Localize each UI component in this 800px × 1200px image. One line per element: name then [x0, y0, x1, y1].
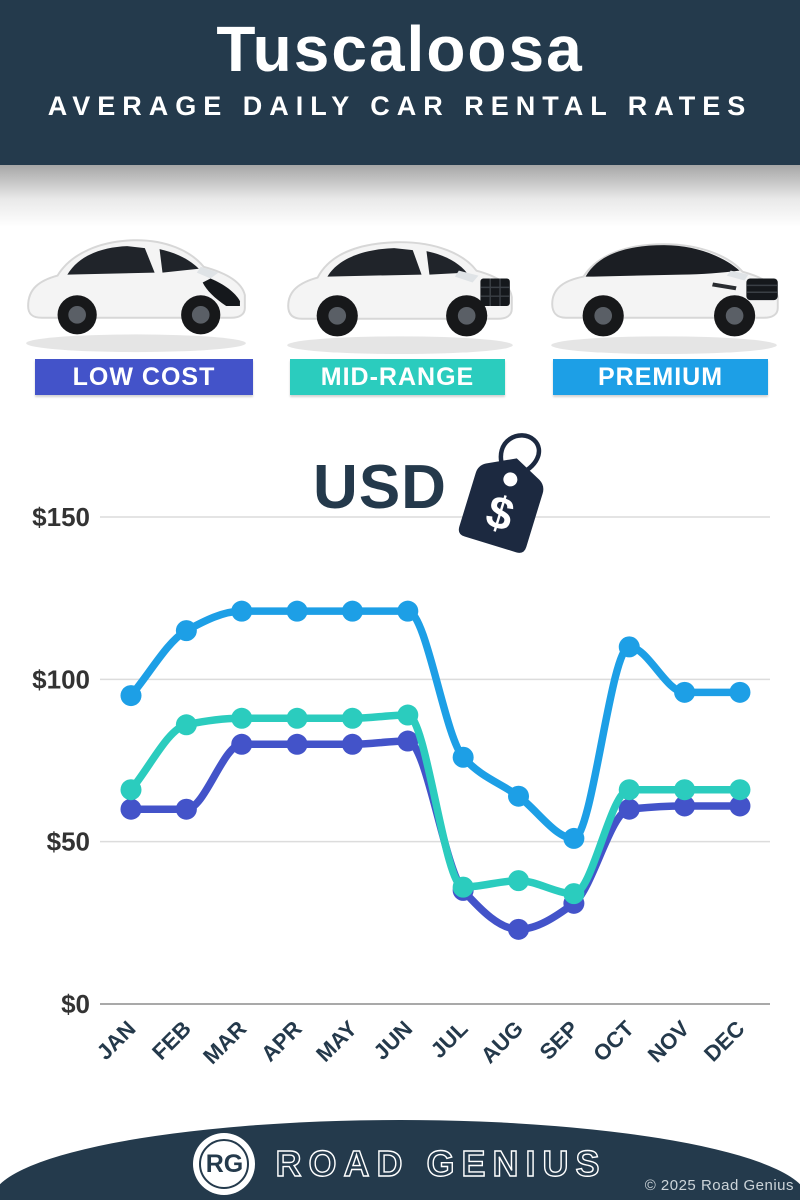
x-axis-month-label: OCT	[588, 1015, 639, 1066]
data-point	[674, 795, 696, 817]
data-point	[618, 798, 640, 820]
data-point	[618, 636, 640, 658]
x-axis-month-label: JUN	[369, 1016, 418, 1065]
y-axis-tick: $50	[47, 827, 90, 857]
logo-monogram: RG	[199, 1139, 250, 1189]
data-point	[231, 707, 253, 729]
currency-banner: USD $	[0, 428, 800, 560]
road-genius-logo: RG	[193, 1133, 256, 1195]
x-axis-month-label: MAY	[311, 1016, 362, 1067]
data-point	[452, 876, 474, 898]
data-point	[674, 681, 696, 703]
category-label-mid-range: MID-RANGE	[290, 359, 505, 395]
data-point	[674, 779, 696, 801]
data-point	[397, 730, 419, 752]
data-point	[397, 704, 419, 726]
y-axis-tick: $100	[32, 664, 90, 694]
x-axis-month-label: NOV	[643, 1016, 695, 1068]
y-axis-tick: $150	[32, 502, 90, 532]
y-axis-tick: $0	[61, 989, 90, 1019]
header-gradient-band	[0, 165, 800, 227]
category-label-low-cost: LOW COST	[35, 359, 253, 395]
data-point	[729, 779, 751, 801]
x-axis-month-label: DEC	[699, 1016, 750, 1067]
page-subtitle: AVERAGE DAILY CAR RENTAL RATES	[47, 91, 753, 122]
data-point	[618, 779, 640, 801]
series-line-low-cost	[127, 737, 744, 934]
data-point	[175, 714, 197, 736]
data-point	[231, 733, 253, 755]
x-axis-month-label: JUL	[426, 1016, 473, 1063]
midsize-suv-car-image	[287, 241, 513, 355]
data-point	[175, 620, 197, 642]
data-point	[341, 600, 363, 622]
data-point	[563, 827, 585, 849]
data-point	[563, 883, 585, 905]
x-axis-month-label: AUG	[476, 1016, 528, 1068]
data-point	[341, 707, 363, 729]
data-point	[286, 707, 308, 729]
currency-label: USD	[313, 453, 447, 522]
data-point	[120, 685, 142, 707]
data-point	[231, 600, 253, 622]
rental-rates-line-chart: $0 $50 $100 $150 JAN FEB MAR APR MAY JUN JUL AUG SEP…	[32, 502, 770, 1069]
data-point	[341, 733, 363, 755]
data-point	[286, 733, 308, 755]
data-point	[397, 600, 419, 622]
page-title: Tuscaloosa	[216, 13, 584, 85]
data-point	[175, 798, 197, 820]
hatchback-car-image	[26, 239, 246, 353]
x-axis-month-label: MAR	[198, 1016, 251, 1069]
data-point	[120, 779, 142, 801]
premium-suv-car-image	[551, 243, 779, 355]
data-point	[508, 918, 530, 940]
data-point	[286, 600, 308, 622]
category-label-premium: PREMIUM	[553, 359, 768, 395]
data-point	[729, 681, 751, 703]
x-axis-month-label: APR	[256, 1016, 307, 1067]
data-point	[120, 798, 142, 820]
price-tag-icon: $	[458, 433, 544, 553]
header-banner: Tuscaloosa AVERAGE DAILY CAR RENTAL RATE…	[0, 0, 800, 165]
data-point	[508, 785, 530, 807]
data-point	[508, 870, 530, 892]
x-axis-month-label: JAN	[92, 1016, 141, 1065]
data-point	[452, 746, 474, 768]
x-axis-month-label: FEB	[147, 1016, 196, 1065]
brand-name: ROAD GENIUS	[275, 1142, 607, 1184]
x-axis-month-label: SEP	[535, 1016, 584, 1065]
footer-arch: RG ROAD GENIUS © 2025 Road Genius	[0, 1120, 800, 1200]
car-images-row	[0, 204, 800, 356]
data-point	[729, 795, 751, 817]
copyright-text: © 2025 Road Genius	[644, 1177, 794, 1194]
